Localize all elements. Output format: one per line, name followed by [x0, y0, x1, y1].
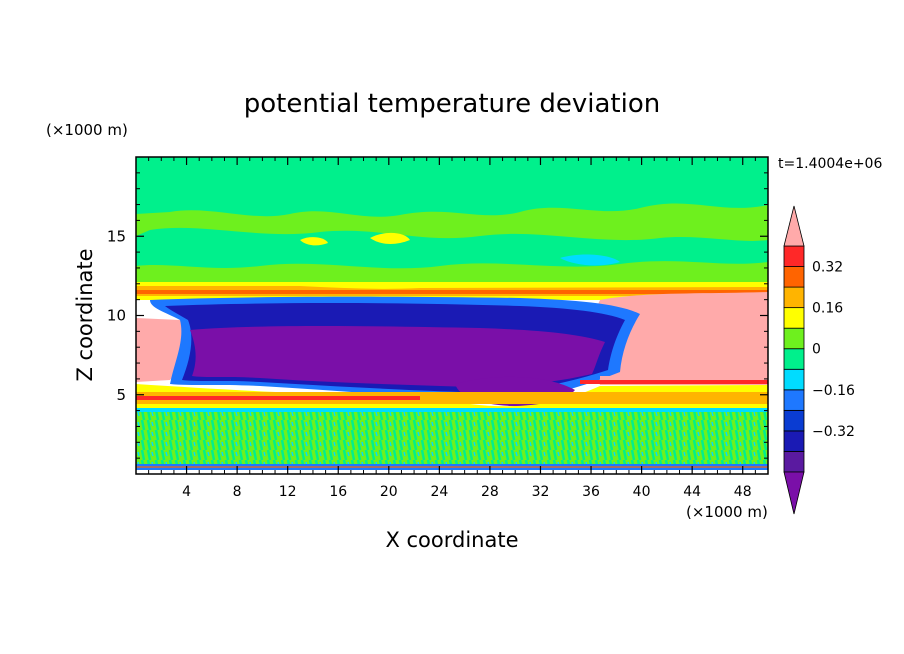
y-tick-label: 10 [107, 307, 126, 325]
colorbar-tick-label: 0 [812, 342, 821, 358]
lower-layer [136, 410, 768, 466]
colorbar-box [783, 409, 805, 432]
x-tick-label: 20 [380, 484, 398, 500]
colorbar-tick-label: 0.32 [812, 260, 843, 276]
colorbar-box [783, 266, 805, 288]
x-tick-label: 48 [734, 484, 752, 500]
chart-title: potential temperature deviation [244, 89, 660, 119]
y-axis-label: Z coordinate [73, 248, 97, 381]
colorbar-tick-label: −0.16 [812, 383, 855, 399]
colorbar-upper-extend [783, 205, 805, 247]
inversion-orange [136, 392, 768, 404]
colorbar: 0.32 0.16 0 −0.16 −0.32 [783, 205, 855, 515]
y-tick-label: 15 [107, 227, 126, 245]
y-unit-label: (×1000 m) [46, 121, 128, 139]
colorbar-box [783, 451, 805, 473]
y-axis: 5 10 15 [107, 172, 768, 459]
cold-core [190, 326, 605, 387]
cyan-patch [560, 254, 620, 266]
x-tick-label: 28 [481, 484, 499, 500]
upper-green-patch [136, 157, 768, 217]
colorbar-box [783, 430, 805, 452]
inversion-pink [600, 376, 768, 380]
colorbar-box [783, 348, 805, 370]
tropopause-red [136, 290, 768, 294]
colorbar-tick-label: 0.16 [812, 301, 843, 317]
yellow-patch-a [370, 232, 410, 244]
yellow-patch-b [300, 237, 328, 246]
x-tick-label: 36 [582, 484, 600, 500]
lower-cyan-strip [136, 408, 768, 412]
x-tick-label: 12 [279, 484, 297, 500]
x-axis-label: X coordinate [385, 528, 518, 552]
x-axis: 4 8 12 16 20 24 28 32 36 40 44 48 [148, 157, 756, 500]
inversion-red [136, 380, 768, 400]
colorbar-lower-extend [783, 471, 805, 515]
colorbar-tick-label: −0.32 [812, 424, 855, 440]
x-unit-label: (×1000 m) [686, 503, 768, 521]
x-tick-label: 16 [329, 484, 347, 500]
colorbar-box [783, 307, 805, 329]
contour-field [136, 157, 768, 470]
x-tick-label: 44 [683, 484, 701, 500]
colorbar-box [783, 389, 805, 411]
ground-strip-red [136, 466, 768, 468]
colorbar-box [783, 327, 805, 350]
x-tick-label: 4 [182, 484, 191, 500]
x-tick-label: 8 [233, 484, 242, 500]
colorbar-box [783, 368, 805, 391]
x-tick-label: 32 [532, 484, 550, 500]
colorbar-box [783, 245, 805, 267]
inversion-yellow [136, 384, 768, 412]
x-tick-label: 24 [430, 484, 448, 500]
x-tick-label: 40 [633, 484, 651, 500]
colorbar-box [783, 286, 805, 309]
y-tick-label: 5 [116, 386, 126, 404]
time-label: t=1.4004e+06 [778, 156, 882, 172]
